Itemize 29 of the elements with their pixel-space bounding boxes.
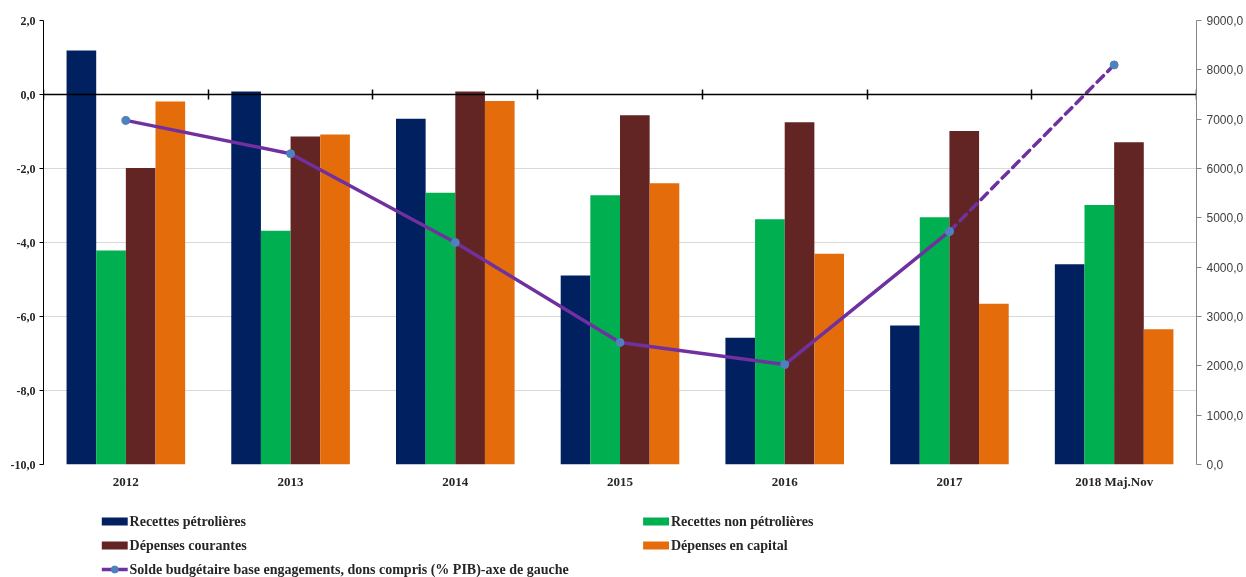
legend-label: Dépenses courantes (129, 538, 248, 553)
x-tick-label: 2012 (112, 473, 139, 489)
y-tick-label: 0,0 (20, 87, 36, 102)
legend-label: Dépenses en capital (670, 538, 788, 553)
y2-tick-label: 4000,0 (1206, 260, 1244, 275)
x-tick-label: 2015 (607, 473, 634, 489)
y2-tick-label: 0,0 (1206, 458, 1224, 472)
legend-label: Recettes non pétrolières (670, 514, 814, 529)
x-tick-label: 2014 (442, 473, 469, 489)
y2-tick-label: 9000,0 (1206, 14, 1244, 28)
y-tick-label: -8,0 (16, 383, 36, 398)
y-tick-label: -4,0 (16, 235, 36, 250)
y2-tick-label: 1000,0 (1206, 408, 1244, 423)
legend-label: Recettes pétrolières (129, 514, 247, 529)
y2-tick-label: 3000,0 (1206, 310, 1244, 324)
x-tick-label: 2018 Maj.Nov (1075, 473, 1154, 489)
y-tick-label: 2,0 (20, 13, 36, 28)
y-tick-label: -10,0 (10, 457, 36, 472)
x-tick-label: 2017 (936, 473, 963, 489)
y2-tick-label: 5000,0 (1206, 211, 1244, 226)
x-tick-label: 2016 (771, 473, 799, 489)
legend-label: Solde budgétaire base engagements, dons compris (% PIB)-axe de gauche (129, 562, 569, 577)
y2-tick-label: 6000,0 (1206, 162, 1244, 176)
x-tick-label: 2013 (277, 473, 305, 489)
y2-tick-label: 8000,0 (1206, 63, 1244, 78)
y-tick-label: -2,0 (16, 161, 36, 176)
y2-tick-label: 2000,0 (1206, 359, 1244, 374)
y-tick-label: -6,0 (16, 309, 36, 324)
y2-tick-label: 7000,0 (1206, 112, 1244, 127)
